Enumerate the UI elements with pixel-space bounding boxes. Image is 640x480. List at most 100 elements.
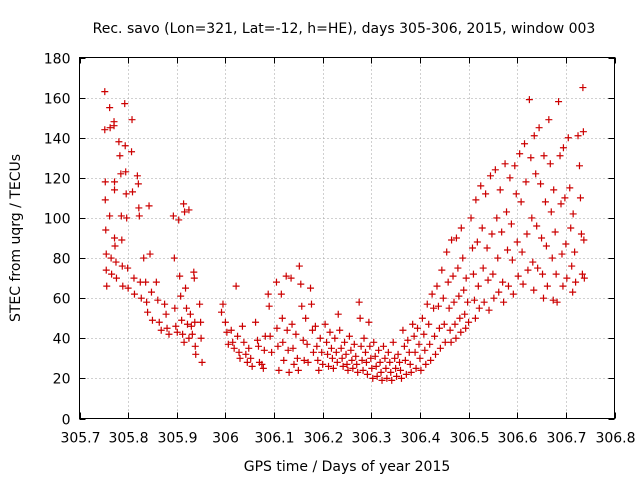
data-point: [290, 360, 298, 368]
data-point: [508, 256, 516, 264]
data-point: [345, 332, 353, 340]
data-point: [543, 282, 551, 290]
data-point: [332, 348, 340, 356]
data-point: [315, 366, 323, 374]
data-point: [242, 350, 250, 358]
data-point: [146, 250, 154, 258]
data-point: [537, 180, 545, 188]
data-point: [333, 358, 341, 366]
data-point: [348, 356, 356, 364]
data-point: [197, 318, 205, 326]
data-point: [162, 310, 170, 318]
data-point: [103, 282, 111, 290]
data-point: [421, 346, 429, 354]
data-point: [329, 364, 337, 372]
data-point: [548, 254, 556, 262]
data-point: [224, 340, 232, 348]
data-point: [357, 342, 365, 350]
data-point: [331, 334, 339, 342]
data-point: [313, 342, 321, 350]
data-point: [102, 226, 110, 234]
data-point: [185, 206, 193, 214]
data-point: [135, 212, 143, 220]
data-point: [268, 348, 276, 356]
data-point: [401, 356, 409, 364]
data-point: [580, 236, 588, 244]
data-point: [533, 222, 541, 230]
data-point: [478, 224, 486, 232]
data-point: [449, 272, 457, 280]
data-point: [503, 208, 511, 216]
data-point: [535, 124, 543, 132]
data-point: [423, 300, 431, 308]
data-point: [362, 358, 370, 366]
data-point: [441, 338, 449, 346]
x-tick-label: 306.1: [254, 431, 294, 447]
data-point: [258, 360, 266, 368]
data-point: [165, 330, 173, 338]
axis-ticks: [79, 57, 616, 420]
data-point: [397, 374, 405, 382]
data-point: [124, 264, 132, 272]
data-point: [171, 304, 179, 312]
data-point: [580, 274, 588, 282]
data-point: [523, 230, 531, 238]
data-point: [311, 322, 319, 330]
data-point: [496, 186, 504, 194]
data-point: [459, 254, 467, 262]
data-point: [489, 270, 497, 278]
data-point: [282, 272, 290, 280]
data-point: [519, 280, 527, 288]
data-point: [499, 278, 507, 286]
data-point: [169, 212, 177, 220]
data-point: [336, 326, 344, 334]
data-point: [462, 324, 470, 332]
data-point: [397, 366, 404, 374]
data-point: [155, 318, 163, 326]
data-point: [438, 266, 446, 274]
data-point: [369, 374, 377, 382]
data-point: [486, 172, 494, 180]
data-point: [101, 196, 109, 204]
data-point: [383, 374, 391, 382]
data-point: [277, 290, 285, 298]
data-point: [355, 298, 363, 306]
x-tick-label: 305.8: [108, 431, 148, 447]
data-point: [229, 338, 237, 346]
data-point: [133, 172, 141, 180]
data-point: [247, 354, 255, 362]
data-point: [457, 328, 465, 336]
data-point: [289, 344, 297, 352]
data-point: [338, 354, 346, 362]
data-point: [170, 254, 178, 262]
data-point: [517, 198, 525, 206]
data-point: [563, 274, 571, 282]
data-point: [327, 344, 335, 352]
y-tick-label: 0: [62, 413, 71, 429]
data-point: [404, 336, 412, 344]
data-point: [367, 354, 375, 362]
data-point: [172, 322, 180, 330]
data-point: [110, 122, 118, 130]
data-point: [308, 326, 316, 334]
data-point: [452, 234, 460, 242]
y-tick-label: 100: [44, 212, 71, 228]
data-point: [411, 348, 419, 356]
data-point: [579, 128, 587, 136]
data-point: [534, 264, 542, 272]
data-point: [130, 290, 138, 298]
data-point: [143, 298, 151, 306]
data-point: [418, 314, 426, 322]
data-point: [363, 370, 371, 378]
data-point: [416, 354, 424, 362]
data-point: [447, 338, 455, 346]
data-point: [405, 348, 413, 356]
data-point: [254, 342, 262, 350]
data-point: [439, 294, 447, 302]
data-point: [391, 354, 399, 362]
data-point: [465, 318, 473, 326]
y-axis-label: STEC from uqrg / TECUs: [8, 154, 24, 322]
data-point: [530, 132, 538, 140]
data-point: [379, 342, 387, 350]
data-point: [569, 288, 577, 296]
